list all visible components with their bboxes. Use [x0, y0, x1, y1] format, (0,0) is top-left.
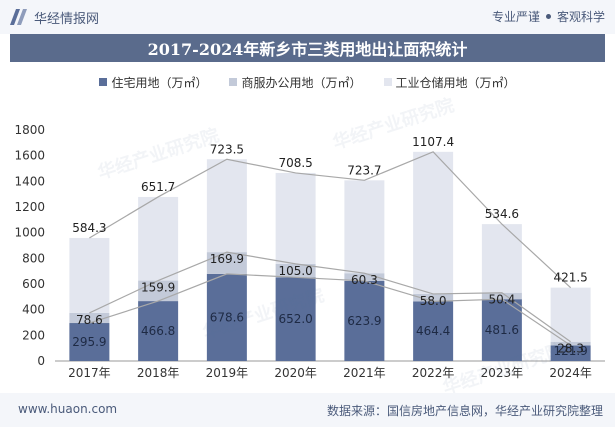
top-bar: 华经情报网 专业严谨 客观科学	[0, 0, 615, 34]
data-label: 58.0	[420, 294, 447, 308]
y-tick-label: 600	[22, 277, 45, 291]
data-label: 723.7	[347, 163, 381, 177]
brand[interactable]: 华经情报网	[10, 8, 100, 27]
bar-segment	[413, 301, 454, 361]
data-label: 295.9	[72, 335, 106, 349]
data-label: 169.9	[210, 252, 244, 266]
legend-item-residential: 住宅用地（万㎡）	[99, 72, 207, 92]
footer-source: 数据来源：国信房地产信息网，华经产业研究院整理	[326, 404, 603, 418]
bar-segment	[138, 196, 179, 281]
legend-swatch-commercial	[229, 78, 238, 86]
x-tick-label: 2019年	[206, 366, 249, 380]
bar-segment	[481, 299, 522, 361]
x-tick-label: 2023年	[481, 366, 524, 380]
y-tick-label: 1000	[14, 226, 45, 240]
x-tick-label: 2024年	[549, 366, 592, 380]
data-label: 121.9	[553, 344, 587, 358]
legend-label-commercial: 商服办公用地（万㎡）	[241, 75, 362, 90]
data-label: 28.3	[557, 342, 584, 356]
y-tick-label: 1600	[14, 149, 45, 163]
tagline: 专业严谨 客观科学	[492, 8, 605, 25]
x-tick-label: 2018年	[137, 366, 180, 380]
data-label: 105.0	[278, 264, 312, 278]
bar-segment	[550, 345, 591, 361]
data-label: 651.7	[141, 180, 175, 194]
bullet-icon	[545, 14, 551, 19]
data-label: 584.3	[72, 221, 106, 235]
data-label: 159.9	[141, 281, 175, 295]
x-tick-label: 2017年	[68, 366, 111, 380]
bar-segment	[344, 273, 385, 281]
chart-title-bar: 2017-2024年新乡市三类用地出让面积统计	[10, 34, 605, 62]
footer-url-link[interactable]: www.huaon.com	[18, 402, 118, 416]
bar-segment	[413, 151, 454, 294]
y-tick-label: 200	[22, 328, 45, 342]
tagline-left: 专业严谨	[491, 10, 540, 24]
legend-swatch-industrial	[383, 78, 392, 86]
bar-segment	[69, 323, 110, 361]
data-label: 466.8	[141, 324, 175, 338]
series-connector-line	[89, 151, 572, 289]
data-label: 481.6	[485, 323, 519, 337]
legend-label-residential: 住宅用地（万㎡）	[111, 75, 208, 90]
y-tick-label: 1800	[14, 123, 45, 137]
series-connector-line	[89, 251, 571, 343]
x-tick-label: 2020年	[274, 366, 317, 380]
data-label: 50.4	[489, 293, 516, 307]
bar-segment	[550, 341, 591, 346]
bar-segment	[481, 224, 522, 293]
data-label: 60.3	[351, 273, 378, 287]
bar-segment	[138, 301, 179, 361]
x-tick-label: 2022年	[412, 366, 455, 380]
legend-item-industrial: 工业仓储用地（万㎡）	[383, 72, 516, 92]
data-label: 1107.4	[412, 135, 454, 149]
data-label: 421.5	[553, 271, 587, 285]
series-connector-line	[89, 273, 571, 346]
bar-segment	[481, 292, 522, 300]
legend-item-commercial: 商服办公用地（万㎡）	[229, 72, 362, 92]
x-tick-label: 2021年	[343, 366, 386, 380]
legend-label-industrial: 工业仓储用地（万㎡）	[395, 75, 516, 90]
data-label: 78.6	[76, 313, 103, 327]
bar-segment	[413, 293, 454, 302]
footer-bar: www.huaon.com 数据来源：国信房地产信息网，华经产业研究院整理	[0, 393, 615, 427]
data-label: 723.5	[210, 142, 244, 156]
bar-segment	[206, 273, 247, 361]
y-tick-label: 1200	[14, 200, 45, 214]
bar-segment	[275, 277, 316, 361]
data-label: 708.5	[278, 156, 312, 170]
bar-segment	[206, 159, 247, 253]
bar-segment	[69, 312, 110, 324]
bar-segment	[344, 280, 385, 361]
brand-name: 华经情报网	[34, 11, 100, 27]
chart-title: 2017-2024年新乡市三类用地出让面积统计	[147, 40, 468, 59]
data-label: 652.0	[278, 312, 312, 326]
data-label: 678.6	[210, 310, 244, 324]
bar-segment	[206, 252, 247, 274]
bar-segment	[275, 172, 316, 264]
y-tick-label: 800	[22, 251, 45, 265]
y-tick-label: 400	[22, 303, 45, 317]
bar-segment	[550, 287, 591, 342]
tagline-right: 客观科学	[556, 10, 605, 24]
bar-segment	[275, 263, 316, 278]
brand-logo-icon	[10, 9, 27, 25]
data-label: 534.6	[485, 207, 519, 221]
y-tick-label: 1400	[14, 174, 45, 188]
bar-segment	[344, 180, 385, 274]
chart-legend: 住宅用地（万㎡） 商服办公用地（万㎡） 工业仓储用地（万㎡）	[0, 72, 615, 92]
legend-swatch-residential	[99, 78, 108, 86]
bar-segment	[69, 237, 110, 313]
y-tick-label: 0	[37, 354, 45, 368]
data-label: 623.9	[347, 314, 381, 328]
data-label: 464.4	[416, 324, 450, 338]
